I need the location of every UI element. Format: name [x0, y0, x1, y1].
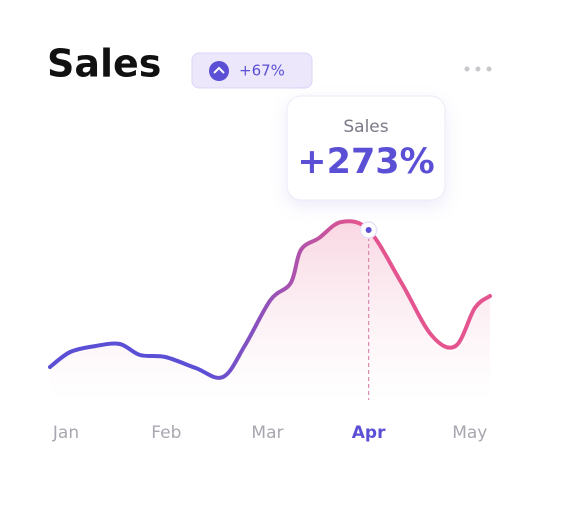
more-menu[interactable] [464, 66, 492, 72]
tooltip-title: Sales [343, 117, 388, 137]
tooltip-value: +273% [297, 142, 434, 182]
tooltip: Sales +273% [286, 95, 446, 201]
x-tick-label: Apr [352, 423, 386, 443]
title: Sales [47, 42, 161, 86]
x-tick-label: May [452, 423, 487, 443]
x-tick-label: Feb [151, 423, 181, 443]
x-tick-label: Mar [251, 423, 283, 443]
chevron-up [213, 66, 225, 74]
x-tick-label: Jan [52, 423, 79, 443]
tooltip-box [286, 95, 446, 201]
area [50, 221, 490, 400]
badge-icon [209, 61, 229, 81]
plot: Jan Feb Mar Apr May [48, 219, 492, 443]
line [48, 219, 492, 380]
badge-text: +67% [239, 62, 285, 80]
hover-dot [365, 227, 372, 233]
